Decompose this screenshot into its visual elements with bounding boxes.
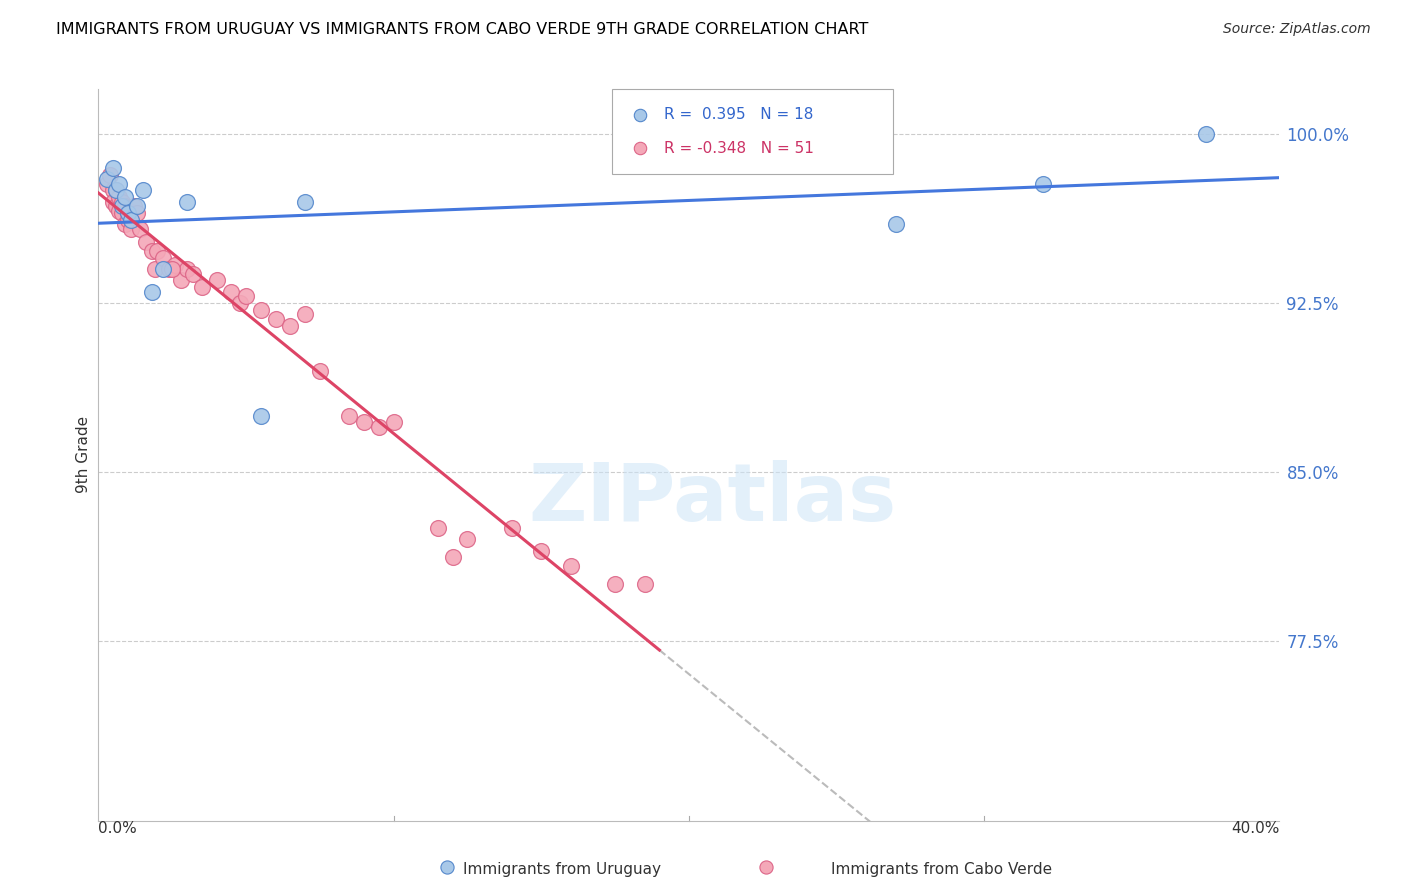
Point [176,262,198,277]
Point [628,108,651,122]
Point [125,206,148,220]
Point [111,199,134,213]
Point [1195,127,1218,141]
Point [108,203,131,218]
Point [294,307,316,321]
Point [441,550,464,565]
Point [117,206,139,220]
Text: R = -0.348   N = 51: R = -0.348 N = 51 [664,141,814,156]
Point [264,311,287,326]
Point [368,419,391,434]
Point [117,206,139,220]
Point [96,172,118,186]
Point [278,318,302,333]
Point [103,194,125,209]
Point [436,860,458,874]
Point [120,212,142,227]
Point [294,194,316,209]
Text: R =  0.395   N = 18: R = 0.395 N = 18 [664,107,814,122]
Point [122,199,145,213]
Point [141,285,163,299]
Point [755,860,778,874]
Point [337,409,360,423]
Point [191,280,214,294]
Point [250,409,273,423]
Point [114,199,136,213]
Point [170,273,193,287]
Point [157,262,180,277]
Point [135,235,157,250]
Point [111,206,134,220]
Point [143,262,166,277]
Point [105,184,128,198]
Point [235,289,257,303]
Point [219,285,242,299]
Point [146,244,169,259]
Point [427,521,450,535]
Point [1032,177,1054,191]
Point [162,262,183,277]
Point [108,190,131,204]
Point [165,258,187,272]
Point [152,251,174,265]
Text: Immigrants from Uruguay: Immigrants from Uruguay [464,863,661,877]
Point [96,177,118,191]
Text: Source: ZipAtlas.com: Source: ZipAtlas.com [1223,22,1371,37]
Point [205,273,228,287]
Point [560,559,582,574]
Point [111,194,134,209]
Point [633,577,655,591]
Point [152,262,174,277]
Point [125,199,148,213]
Text: 40.0%: 40.0% [1232,821,1279,836]
Point [884,217,907,231]
Text: Immigrants from Cabo Verde: Immigrants from Cabo Verde [831,863,1053,877]
Point [128,221,150,235]
Point [382,415,405,429]
Text: ZIPatlas: ZIPatlas [529,459,897,538]
Point [120,221,142,235]
Point [456,533,478,547]
Point [309,363,332,377]
Point [98,168,121,182]
Point [141,244,163,259]
Point [105,184,128,198]
Point [132,184,155,198]
Point [353,415,375,429]
Point [103,161,125,175]
Text: IMMIGRANTS FROM URUGUAY VS IMMIGRANTS FROM CABO VERDE 9TH GRADE CORRELATION CHAR: IMMIGRANTS FROM URUGUAY VS IMMIGRANTS FR… [56,22,869,37]
Point [628,141,651,155]
Point [501,521,523,535]
Point [105,199,128,213]
Point [108,177,131,191]
Text: 0.0%: 0.0% [98,821,138,836]
Point [117,212,139,227]
Point [114,190,136,204]
Point [229,296,252,310]
Point [181,267,204,281]
Point [114,217,136,231]
Point [530,543,553,558]
Y-axis label: 9th Grade: 9th Grade [76,417,91,493]
Point [103,184,125,198]
Point [605,577,627,591]
Point [176,194,198,209]
Point [250,302,273,317]
